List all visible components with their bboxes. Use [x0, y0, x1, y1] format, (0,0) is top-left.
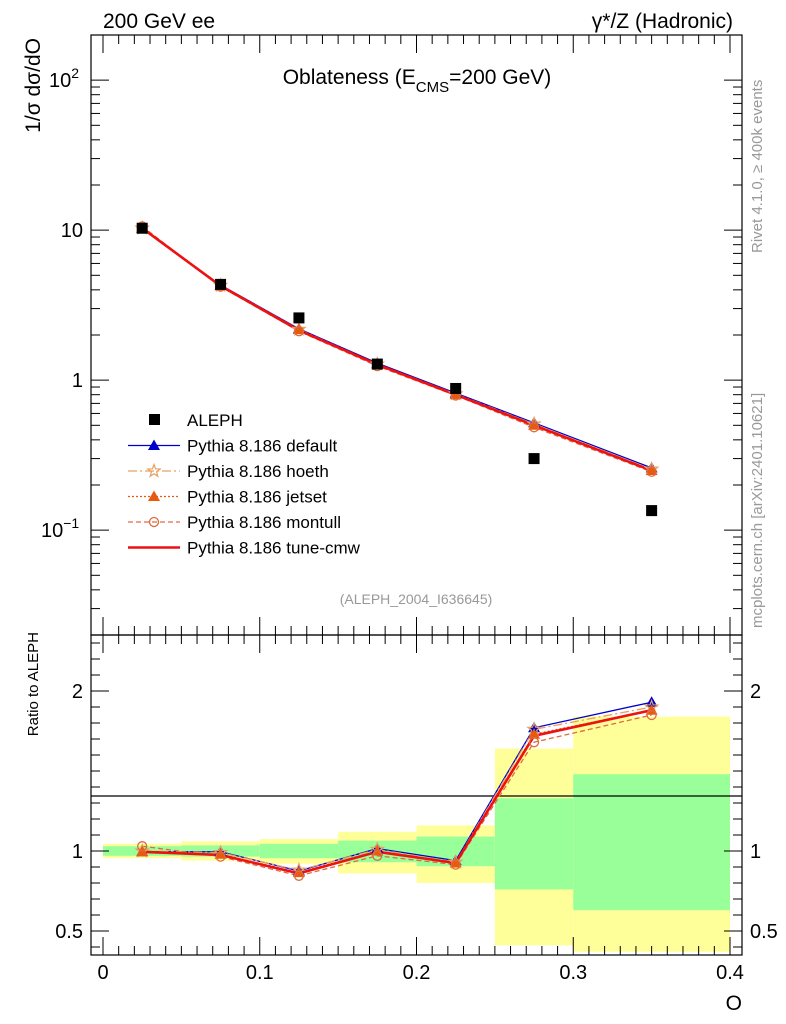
legend: ALEPH Pythia 8.186 default Pythia 8.186 ho…: [128, 411, 361, 558]
aleph-data-point: [371, 358, 383, 370]
main-title: Oblateness (ECMS=200 GeV): [283, 66, 552, 96]
header-left: 200 GeV ee: [103, 10, 215, 33]
header-right: γ*/Z (Hadronic): [592, 10, 733, 33]
ratio-point-montull: [137, 841, 148, 852]
main-point-jetset: [645, 464, 658, 475]
main-point-jetset: [292, 323, 305, 335]
legend-marker-aleph: [149, 414, 160, 425]
legend-label-tunecmw: Pythia 8.186 tune-cmw: [187, 539, 361, 558]
legend-label-jetset: Pythia 8.186 jetset: [187, 488, 327, 507]
main-line-tunecmw: [141, 227, 653, 472]
ratio-y-tick-label-right: 0.5: [750, 921, 778, 943]
legend-label-hoeth: Pythia 8.186 hoeth: [187, 462, 329, 481]
main-point-montull: [293, 326, 305, 337]
aleph-data-point: [136, 222, 148, 234]
ratio-band-inner: [494, 798, 574, 890]
x-tick-label: 0.4: [716, 962, 744, 984]
x-tick-label: 0: [97, 962, 108, 984]
ratio-point-montull: [450, 859, 461, 870]
x-tick-label: 0.2: [403, 962, 431, 984]
x-tick-label: 0.3: [559, 962, 587, 984]
main-line-hoeth: [141, 227, 652, 470]
legend-label-default: Pythia 8.186 default: [187, 437, 338, 456]
x-axis-label: O: [726, 992, 742, 1015]
ratio-line-montull: [142, 714, 652, 877]
legend-marker-jetset: [148, 490, 160, 501]
ratio-y-tick-label-right: 2: [750, 681, 761, 703]
ratio-point-jetset: [214, 848, 227, 859]
side-label-top: Rivet 4.1.0, ≥ 400k events: [749, 80, 766, 253]
main-y-tick-label: 10: [61, 220, 83, 242]
legend-marker-montull: [148, 516, 160, 528]
x-tick-label: 0.1: [246, 962, 274, 984]
main-y-label: 1/σ dσ/dO: [22, 38, 45, 133]
ratio-y-tick-label-left: 1: [72, 841, 83, 863]
aleph-data-point: [450, 382, 462, 394]
main-point-montull: [646, 466, 657, 477]
ratio-y-tick-label-left: 2: [72, 681, 83, 703]
ratio-y-tick-label-right: 1: [750, 841, 761, 863]
legend-marker-default: [148, 439, 160, 450]
ratio-point-jetset: [449, 857, 462, 868]
ratio-point-montull: [293, 870, 305, 881]
main-line-jetset: [141, 227, 652, 472]
legend-label-montull: Pythia 8.186 montull: [187, 513, 341, 532]
ratio-point-montull: [646, 709, 657, 721]
reference-label: (ALEPH_2004_I636645): [340, 591, 493, 607]
ratio-point-montull: [372, 850, 383, 861]
main-y-tick-label: 1: [72, 370, 83, 392]
ratio-panel: 0.5 0.5 1 1 2 2 0 0.1 0.2 0.3 0.4 Ratio to ALEPH O: [25, 632, 778, 1015]
aleph-data-point: [293, 312, 305, 324]
ratio-y-tick-label-left: 0.5: [55, 921, 83, 943]
ratio-point-montull: [528, 737, 540, 748]
side-label-bottom: mcplots.cern.ch [arXiv:2401.10621]: [749, 393, 766, 628]
aleph-data-point: [646, 505, 658, 517]
legend-marker-hoeth: [146, 462, 162, 478]
aleph-data-point: [215, 278, 227, 290]
ratio-band-inner: [573, 774, 730, 911]
main-line-montull: [141, 225, 652, 473]
main-point-jetset: [528, 419, 541, 430]
main-y-tick-label: 102: [49, 65, 79, 92]
ratio-band-inner: [259, 843, 339, 859]
ratio-point-jetset: [528, 728, 541, 739]
main-panel: 10−1 1 10 102 Oblateness (ECMS=200 GeV) 1/σ…: [22, 34, 743, 636]
main-point-montull: [528, 422, 540, 433]
main-line-default: [141, 227, 652, 469]
aleph-data-point: [528, 453, 540, 465]
main-y-tick-label: 10−1: [41, 515, 79, 542]
ratio-point-montull: [215, 851, 226, 862]
ratio-y-label: Ratio to ALEPH: [25, 632, 42, 736]
legend-label-aleph: ALEPH: [187, 411, 243, 430]
